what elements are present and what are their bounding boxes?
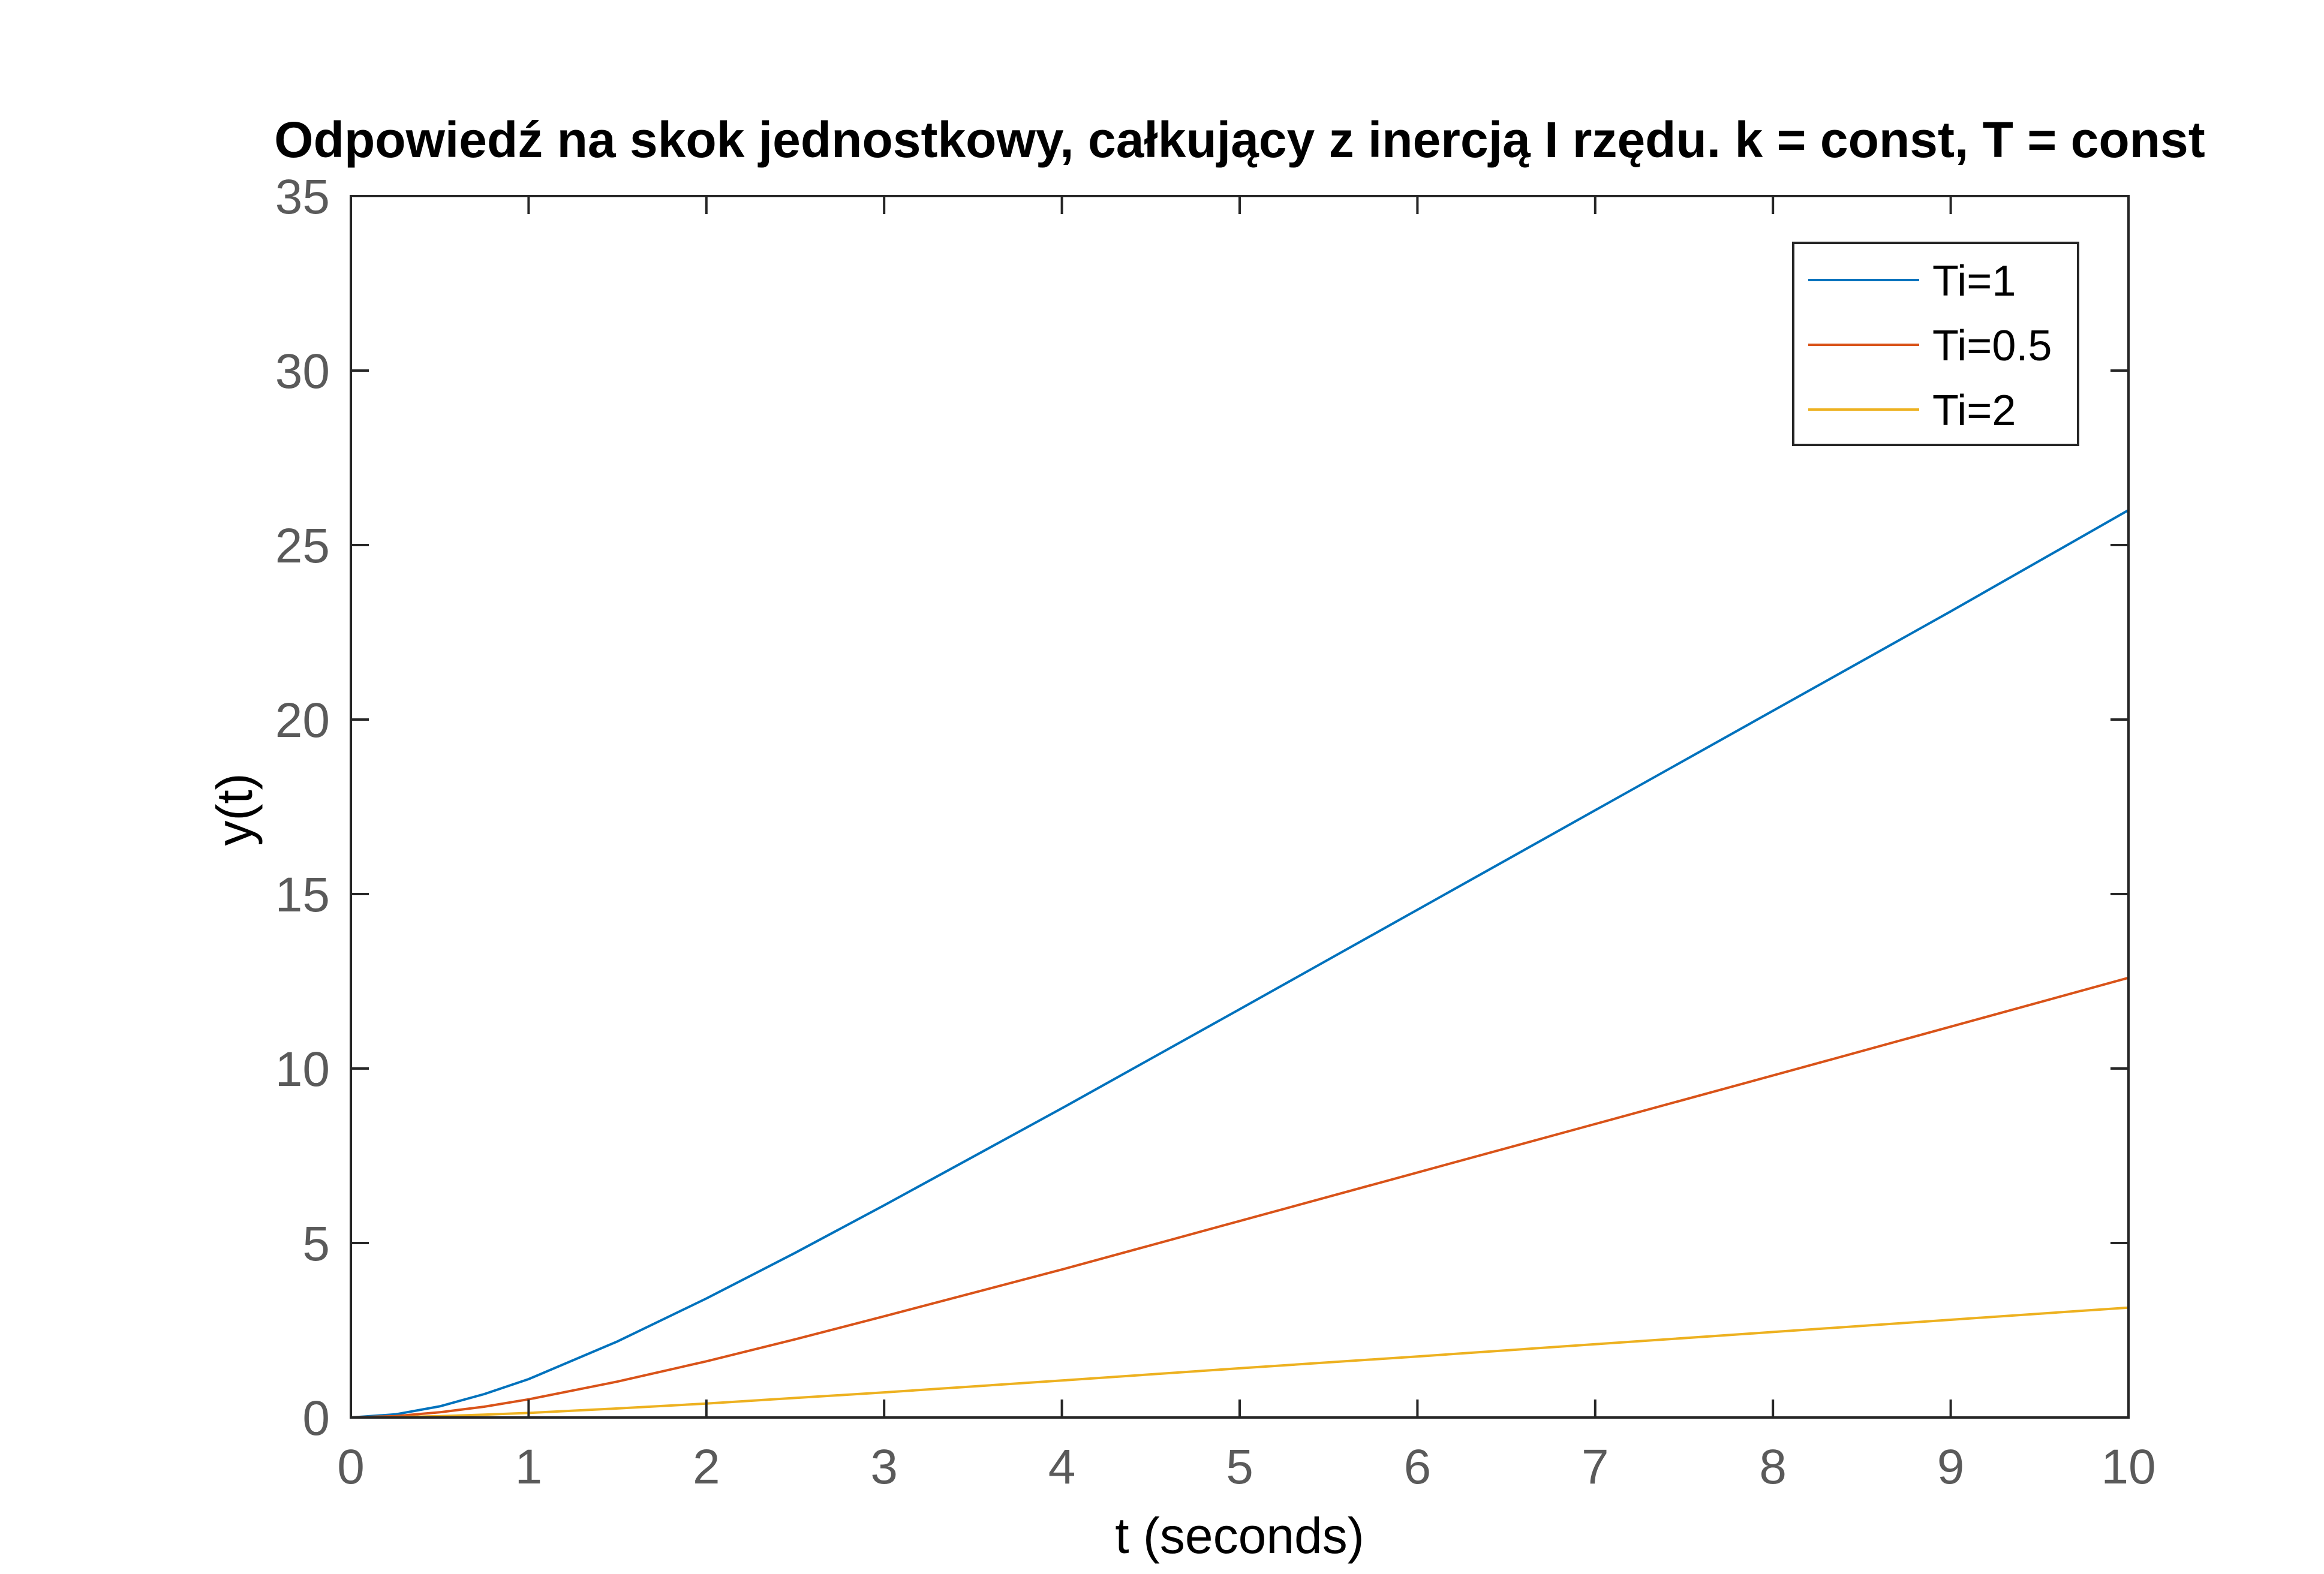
axes-box: [350, 195, 2130, 1419]
legend: Ti=1 Ti=0.5 Ti=2: [1792, 242, 2079, 446]
series-line-3: [350, 1306, 2129, 1419]
y-axis-label: y(t): [206, 773, 263, 845]
x-tick-label: 1: [515, 1440, 543, 1494]
x-tick-labels: 0 1 2 3 4 5 6 7 8 9 10: [337, 1440, 2155, 1494]
x-tick-label: 5: [1226, 1440, 1253, 1494]
legend-label: Ti=2: [1932, 387, 2016, 435]
chart-title: Odpowiedź na skok jednostkowy, całkujący…: [274, 112, 2205, 168]
series-line-1: [350, 509, 2129, 1419]
x-axis-label: t (seconds): [1115, 1507, 1364, 1564]
x-tick-label: 8: [1759, 1440, 1787, 1494]
y-tick-label: 0: [302, 1391, 330, 1446]
y-tick-label: 5: [302, 1217, 330, 1271]
x-tick-label: 9: [1937, 1440, 1965, 1494]
series-line-2: [350, 976, 2129, 1419]
y-tick-label: 20: [275, 693, 330, 748]
x-tick-label: 3: [870, 1440, 898, 1494]
x-tick-label: 2: [693, 1440, 720, 1494]
x-tick-label: 6: [1404, 1440, 1432, 1494]
legend-label: Ti=0.5: [1932, 322, 2052, 370]
x-tick-label: 4: [1048, 1440, 1076, 1494]
y-tick-labels: 0 5 10 15 20 25 30 35: [275, 170, 330, 1446]
y-tick-label: 15: [275, 868, 330, 922]
y-tick-label: 35: [275, 170, 330, 224]
x-tick-label: 10: [2101, 1440, 2155, 1494]
y-tick-label: 25: [275, 519, 330, 573]
x-tick-label: 7: [1582, 1440, 1609, 1494]
x-tick-label: 0: [337, 1440, 365, 1494]
y-tick-label: 30: [275, 344, 330, 399]
y-tick-label: 10: [275, 1042, 330, 1097]
legend-label: Ti=1: [1932, 257, 2016, 305]
series-layer: [350, 509, 2129, 1419]
